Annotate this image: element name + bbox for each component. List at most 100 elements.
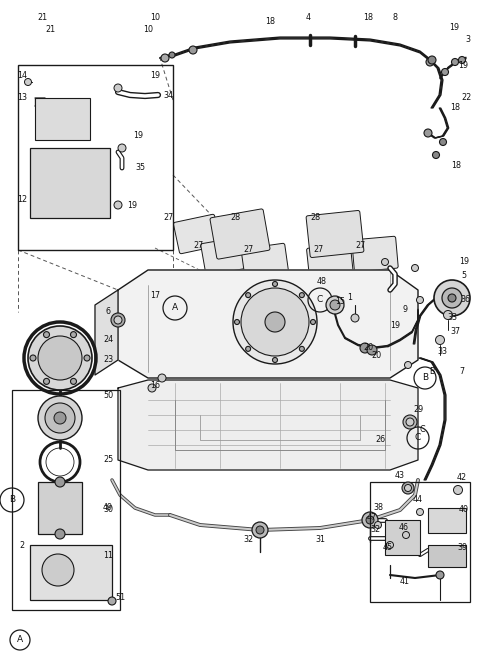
Circle shape <box>426 58 434 66</box>
Bar <box>30 545 112 600</box>
Text: 28: 28 <box>310 213 320 222</box>
Bar <box>370 482 470 602</box>
Text: 36: 36 <box>460 296 470 304</box>
Text: 51: 51 <box>115 593 125 603</box>
Circle shape <box>241 288 309 356</box>
Text: B: B <box>9 496 15 504</box>
Circle shape <box>273 282 277 286</box>
Circle shape <box>114 201 122 209</box>
Circle shape <box>311 319 315 325</box>
Text: 17: 17 <box>150 290 160 300</box>
Text: 34: 34 <box>163 90 173 100</box>
Bar <box>35 98 90 140</box>
Text: 27: 27 <box>193 240 203 249</box>
Circle shape <box>256 526 264 534</box>
Text: 33: 33 <box>447 314 457 323</box>
Text: 23: 23 <box>103 356 113 364</box>
Circle shape <box>444 310 453 319</box>
Circle shape <box>28 326 92 390</box>
Text: 45: 45 <box>383 543 393 552</box>
Text: 5: 5 <box>461 271 467 279</box>
Text: 19: 19 <box>133 131 143 139</box>
Circle shape <box>158 374 166 382</box>
Text: 27: 27 <box>163 213 173 222</box>
Circle shape <box>374 521 382 529</box>
Text: A: A <box>17 636 23 645</box>
Text: 35: 35 <box>135 164 145 172</box>
Circle shape <box>233 280 317 364</box>
Text: 47: 47 <box>367 513 377 523</box>
Circle shape <box>84 355 90 361</box>
Circle shape <box>428 56 436 64</box>
Text: 14: 14 <box>17 71 27 79</box>
Polygon shape <box>95 290 118 375</box>
Text: 18: 18 <box>265 18 275 26</box>
Circle shape <box>55 529 65 539</box>
Circle shape <box>405 362 411 368</box>
Text: 10: 10 <box>150 13 160 22</box>
Text: 10: 10 <box>143 26 153 34</box>
Circle shape <box>300 346 304 351</box>
Text: 12: 12 <box>17 195 27 205</box>
Text: C: C <box>317 296 323 304</box>
Circle shape <box>367 345 377 355</box>
Text: 37: 37 <box>450 327 460 337</box>
Circle shape <box>252 522 268 538</box>
Circle shape <box>403 531 409 539</box>
Text: 9: 9 <box>402 306 408 315</box>
Text: 3: 3 <box>466 36 470 44</box>
Circle shape <box>362 512 378 528</box>
Text: 1: 1 <box>348 294 352 302</box>
Circle shape <box>300 292 304 298</box>
Text: 7: 7 <box>459 368 465 376</box>
Circle shape <box>42 554 74 586</box>
Circle shape <box>442 69 448 75</box>
Circle shape <box>54 412 66 424</box>
Circle shape <box>235 319 240 325</box>
Text: 6: 6 <box>106 308 110 317</box>
Text: 20: 20 <box>371 350 381 360</box>
Circle shape <box>442 288 462 308</box>
Circle shape <box>55 477 65 487</box>
Text: 38: 38 <box>373 504 383 513</box>
Text: 15: 15 <box>335 298 345 306</box>
Text: 19: 19 <box>459 257 469 267</box>
Circle shape <box>448 294 456 302</box>
Text: C: C <box>419 426 425 434</box>
Circle shape <box>118 144 126 152</box>
Text: 21: 21 <box>45 26 55 34</box>
Text: 29: 29 <box>413 405 423 414</box>
Circle shape <box>452 59 458 65</box>
Circle shape <box>44 378 49 384</box>
Circle shape <box>435 335 444 345</box>
Circle shape <box>114 84 122 92</box>
Circle shape <box>246 346 251 351</box>
Bar <box>38 482 82 534</box>
Bar <box>12 390 120 610</box>
Text: 32: 32 <box>370 525 380 535</box>
FancyBboxPatch shape <box>210 209 270 259</box>
Circle shape <box>386 541 394 548</box>
Circle shape <box>424 129 432 137</box>
Circle shape <box>360 343 370 353</box>
Text: 2: 2 <box>19 541 24 550</box>
Text: 16: 16 <box>150 381 160 389</box>
Circle shape <box>71 378 76 384</box>
Text: 30: 30 <box>103 506 113 515</box>
Text: 18: 18 <box>451 160 461 170</box>
Text: 26: 26 <box>375 436 385 444</box>
Circle shape <box>403 415 417 429</box>
Circle shape <box>114 316 122 324</box>
Text: 25: 25 <box>103 455 113 465</box>
Text: 48: 48 <box>317 277 327 286</box>
FancyBboxPatch shape <box>306 211 364 257</box>
Polygon shape <box>118 270 418 378</box>
Circle shape <box>434 280 470 316</box>
Text: 19: 19 <box>458 61 468 71</box>
Circle shape <box>366 516 374 524</box>
Circle shape <box>273 358 277 362</box>
FancyBboxPatch shape <box>201 237 247 275</box>
Circle shape <box>405 484 411 492</box>
Text: 43: 43 <box>395 471 405 480</box>
Bar <box>428 508 466 533</box>
